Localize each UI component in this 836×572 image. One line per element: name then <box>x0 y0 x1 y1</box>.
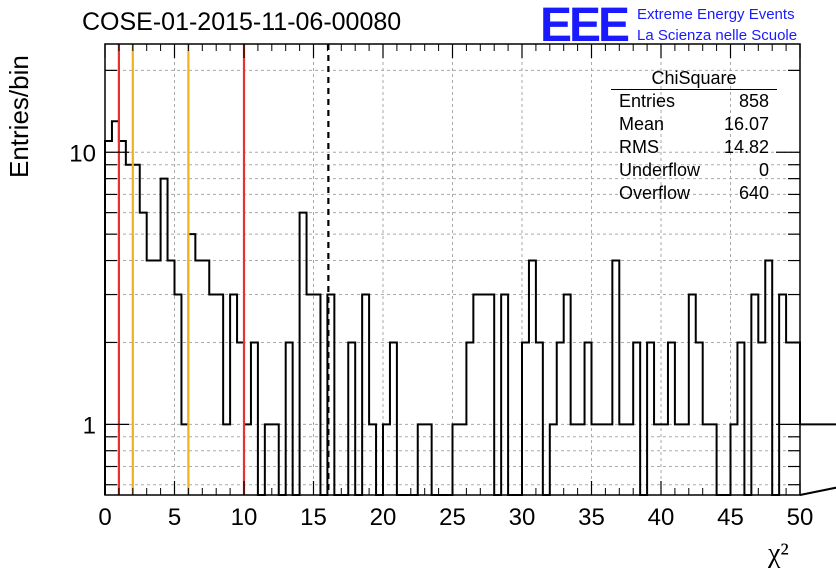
histogram-bin <box>230 295 237 495</box>
histogram-bin <box>175 295 182 495</box>
logo-line-1: Extreme Energy Events <box>637 6 795 23</box>
histogram-bin <box>161 179 168 495</box>
y-axis-label: Entries/bin <box>4 55 34 178</box>
histogram-bin <box>696 342 703 495</box>
x-tick-label: 50 <box>787 504 814 531</box>
histogram-bin <box>758 342 765 495</box>
histogram-bin <box>612 261 619 495</box>
histogram-bin <box>529 261 536 495</box>
histogram-bin <box>209 295 216 495</box>
stats-value: 858 <box>738 91 769 111</box>
histogram-bin <box>390 342 397 495</box>
x-tick-label: 0 <box>98 504 111 531</box>
histogram-bin <box>800 424 807 495</box>
histogram-bin <box>536 342 543 495</box>
stats-value: 0 <box>758 160 769 180</box>
histogram-bin <box>501 295 508 495</box>
logo-line-2: La Scienza nelle Scuole <box>637 27 798 44</box>
histogram-bin <box>689 295 696 495</box>
histogram-bin <box>154 261 161 495</box>
stats-box: ChiSquare Entries 858 Mean 16.07 RMS 14.82 Und… <box>611 67 777 205</box>
x-tick-label: 30 <box>509 504 536 531</box>
x-tick-label: 15 <box>300 504 327 531</box>
histogram-bin <box>786 342 793 495</box>
histogram-bin <box>480 295 487 495</box>
stats-value: 14.82 <box>723 137 769 157</box>
stats-value: 640 <box>738 183 769 203</box>
histogram-bin <box>647 342 654 495</box>
x-tick-label: 35 <box>578 504 605 531</box>
y-tick-label: 10 <box>69 140 96 167</box>
marker-lines <box>117 44 330 495</box>
histogram-bin <box>585 342 592 495</box>
histogram-bin <box>828 424 835 495</box>
histogram-bin <box>668 342 675 495</box>
histogram-bin <box>751 295 758 495</box>
histogram-bin <box>140 213 147 495</box>
x-tick-label: 25 <box>439 504 466 531</box>
histogram-bin <box>557 342 564 495</box>
stats-row-underflow: Underflow 0 <box>611 159 777 182</box>
stats-label: RMS <box>619 137 659 157</box>
logo-mark: EEE <box>540 0 630 52</box>
x-tick-label: 5 <box>168 504 181 531</box>
histogram-bin <box>564 295 571 495</box>
x-tick-label: 40 <box>648 504 675 531</box>
x-tick-label: 45 <box>717 504 744 531</box>
histogram-bin <box>168 261 175 495</box>
stats-title: ChiSquare <box>611 67 777 90</box>
stats-row-entries: Entries 858 <box>611 90 777 113</box>
x-tick-label: 20 <box>370 504 397 531</box>
stats-row-overflow: Overflow 640 <box>611 182 777 205</box>
histogram-bin <box>314 295 321 495</box>
stats-value: 16.07 <box>723 114 769 134</box>
y-tick-label: 1 <box>83 412 96 439</box>
histogram-bin <box>807 424 814 495</box>
histogram-bin <box>362 295 369 495</box>
histogram-bin <box>216 295 223 495</box>
stats-label: Mean <box>619 114 665 134</box>
histogram-bin <box>300 213 307 495</box>
histogram-bin <box>765 261 772 495</box>
histogram-bin <box>307 295 314 495</box>
chart-title: COSE-01-2015-11-06-00080 <box>82 8 402 36</box>
histogram-bin <box>251 342 258 495</box>
x-axis-label: χ² <box>768 538 789 569</box>
stats-label: Underflow <box>619 160 701 180</box>
histogram-bin <box>779 295 786 495</box>
histogram-bin <box>348 342 355 495</box>
histogram-bin <box>195 261 202 495</box>
histogram-bin <box>466 342 473 495</box>
histogram-bin <box>737 342 744 495</box>
histogram-bin <box>633 342 640 495</box>
histogram-bin <box>286 342 293 495</box>
histogram-bin <box>821 424 828 495</box>
histogram-bin <box>814 424 821 495</box>
histogram-bin <box>473 295 480 495</box>
stats-row-rms: RMS 14.82 <box>611 136 777 159</box>
y-axis: 1 10 <box>69 69 800 486</box>
histogram-bin <box>522 342 529 495</box>
stats-label: Overflow <box>619 183 691 203</box>
stats-label: Entries <box>619 91 676 111</box>
x-tick-label: 10 <box>231 504 258 531</box>
histogram-bin <box>147 261 154 495</box>
x-axis: 0 5 10 15 20 25 30 35 40 45 50 <box>98 44 813 531</box>
histogram-bin <box>793 342 800 495</box>
histogram-bin <box>487 295 494 495</box>
stats-row-mean: Mean 16.07 <box>611 113 777 136</box>
histogram-bin <box>202 261 209 495</box>
